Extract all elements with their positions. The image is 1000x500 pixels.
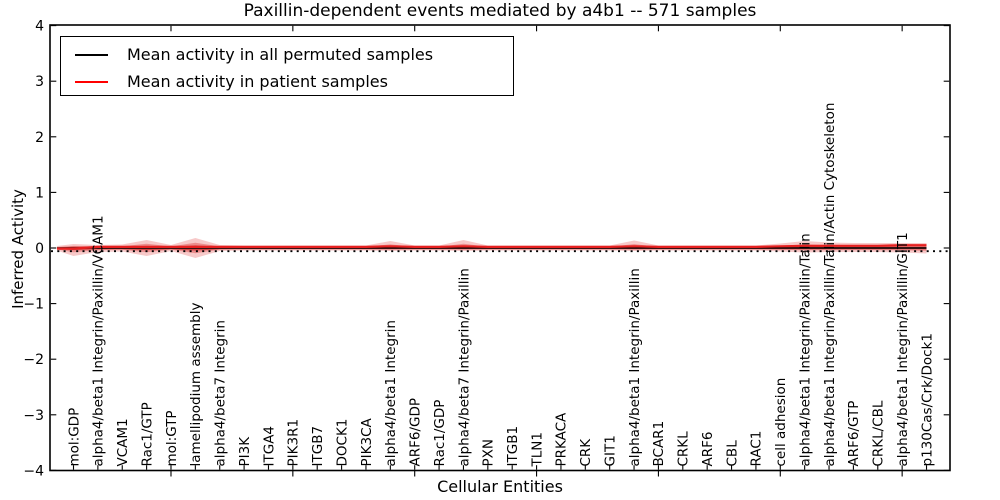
x-tick-label: RAC1 [749, 431, 765, 467]
x-tick-label: alpha4/beta1 Integrin/Paxillin/GIT1 [895, 232, 911, 466]
y-tick-label: 0 [35, 241, 44, 257]
x-tick-label: alpha4/beta1 Integrin/Paxillin/Talin/Act… [822, 103, 838, 467]
x-tick-label: alpha4/beta1 Integrin [383, 320, 399, 466]
x-tick-label: ITGA4 [261, 426, 277, 467]
x-tick-label: ARF6/GTP [846, 401, 862, 467]
x-tick-label: CBL [724, 440, 740, 467]
x-tick-label: alpha4/beta1 Integrin/Paxillin [627, 268, 643, 466]
x-tick-label: ARF6 [700, 432, 716, 467]
x-tick-label: Rac1/GTP [139, 402, 155, 466]
legend-label-permuted: Mean activity in all permuted samples [127, 45, 434, 64]
y-tick-label: 2 [35, 130, 44, 146]
patient-mean-line [57, 244, 927, 250]
x-tick-label: lamellipodium assembly [188, 303, 204, 467]
legend-label-patient: Mean activity in patient samples [127, 72, 388, 91]
y-tick-label: −2 [23, 352, 44, 368]
permuted-line-swatch [75, 53, 108, 56]
legend-item-patient: Mean activity in patient samples [75, 68, 513, 95]
x-tick-label: mol:GDP [66, 408, 82, 467]
x-tick-label: CRKL/CBL [871, 400, 887, 466]
x-axis-label: Cellular Entities [437, 477, 563, 496]
x-tick-label: ARF6/GDP [408, 398, 424, 467]
x-tick-labels: mol:GDP alpha4/beta1 Integrin/Paxillin/VC… [66, 103, 935, 468]
x-tick-label: DOCK1 [334, 419, 350, 467]
x-tick-label: alpha4/beta1 Integrin/Paxillin/Talin [798, 233, 814, 466]
y-tick-label: 1 [35, 185, 44, 201]
x-tick-label: alpha4/beta7 Integrin [213, 320, 229, 466]
y-tick-labels: 4 3 2 1 0 −1 −2 −3 −4 [23, 19, 44, 480]
x-tick-label: PXN [481, 439, 497, 467]
x-tick-label: PI3K [237, 436, 253, 467]
x-tick-label: GIT1 [603, 435, 619, 466]
x-tick-label: PRKACA [554, 412, 570, 467]
y-tick-label: −3 [23, 408, 44, 424]
x-tick-label: alpha4/beta1 Integrin/Paxillin/VCAM1 [91, 215, 107, 466]
y-tick-label: 3 [35, 74, 44, 90]
patient-line-swatch [75, 80, 108, 83]
x-tick-label: TLN1 [529, 432, 545, 467]
x-tick-label: VCAM1 [115, 418, 131, 466]
plot-border [49, 24, 951, 472]
y-tick-label: −4 [23, 463, 44, 479]
y-axis-label: Inferred Activity [9, 189, 27, 309]
legend-box: Mean activity in all permuted samples Me… [60, 36, 514, 96]
y-tick-label: 4 [35, 19, 44, 35]
x-tick-label: PIK3R1 [286, 419, 302, 467]
x-tick-label: ITGB7 [310, 426, 326, 467]
axis-ticks [50, 25, 950, 477]
x-tick-label: Rac1/GDP [432, 400, 448, 467]
chart-title: Paxillin-dependent events mediated by a4… [243, 1, 757, 21]
y-tick-label: −1 [23, 297, 44, 313]
x-tick-label: mol:GTP [164, 410, 180, 466]
x-tick-label: BCAR1 [651, 421, 667, 467]
x-tick-label: cell adhesion [773, 378, 789, 467]
x-tick-label: PIK3CA [359, 418, 375, 467]
legend-item-permuted: Mean activity in all permuted samples [75, 41, 513, 68]
x-tick-label: CRK [578, 438, 594, 467]
x-tick-label: ITGB1 [505, 426, 521, 467]
x-tick-label: p130Cas/Crk/Dock1 [919, 333, 935, 466]
x-tick-label: alpha4/beta7 Integrin/Paxillin [456, 268, 472, 466]
x-tick-label: CRKL [676, 431, 692, 467]
